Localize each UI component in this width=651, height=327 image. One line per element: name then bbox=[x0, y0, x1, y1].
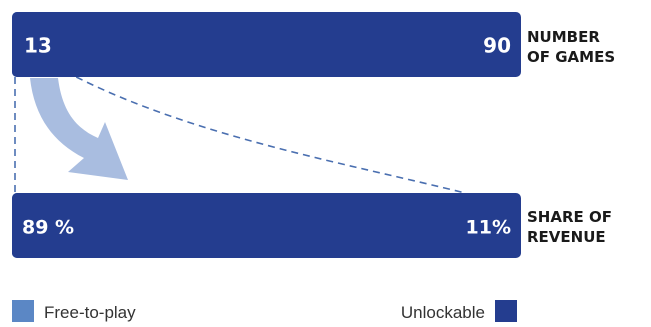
games-bar: 13 90 bbox=[12, 12, 521, 77]
legend-swatch-unlockable bbox=[495, 300, 517, 322]
legend: Free-to-play Unlockable bbox=[12, 300, 517, 322]
bar-revenue-unlockable bbox=[12, 193, 521, 258]
connector-curve-line bbox=[75, 76, 466, 194]
curved-arrow-icon bbox=[30, 78, 128, 180]
bar-games-unlockable bbox=[12, 12, 521, 77]
data-label-revenue-free-to-play: 89 % bbox=[22, 217, 74, 239]
legend-swatch-free-to-play bbox=[12, 300, 34, 322]
games-title-line-1: NUMBER bbox=[527, 28, 600, 46]
connectors bbox=[14, 76, 466, 194]
legend-label-free-to-play: Free-to-play bbox=[44, 303, 136, 322]
revenue-title-line-2: REVENUE bbox=[527, 228, 606, 246]
revenue-title-line-1: SHARE OF bbox=[527, 208, 612, 226]
revenue-bar: 89 % 11% bbox=[12, 193, 521, 258]
legend-label-unlockable: Unlockable bbox=[401, 303, 485, 322]
data-label-games-free-to-play: 13 bbox=[24, 34, 52, 58]
data-label-games-unlockable: 90 bbox=[483, 34, 511, 58]
data-label-revenue-unlockable: 11% bbox=[466, 217, 511, 239]
games-title-line-2: OF GAMES bbox=[527, 48, 615, 66]
